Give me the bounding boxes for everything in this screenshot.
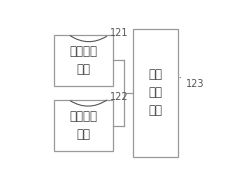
- Text: 122: 122: [110, 91, 128, 102]
- Text: 121: 121: [110, 28, 128, 38]
- Bar: [133, 29, 178, 157]
- Bar: [54, 100, 113, 151]
- Text: 123: 123: [185, 79, 203, 89]
- Text: 曲线
生成
模块: 曲线 生成 模块: [148, 68, 162, 117]
- Bar: [54, 35, 113, 86]
- Text: 电阵检测
模块: 电阵检测 模块: [69, 110, 97, 141]
- Text: 温度检测
模块: 温度检测 模块: [69, 45, 97, 76]
